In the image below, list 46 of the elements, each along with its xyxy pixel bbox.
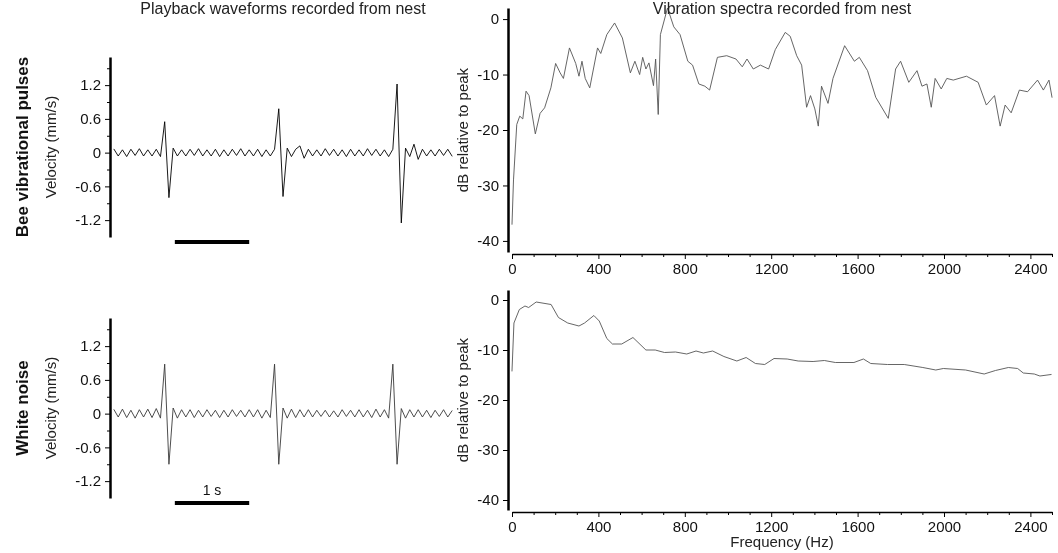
x-tick-label: 2400 bbox=[1014, 259, 1048, 277]
y-tick-label: -10 bbox=[477, 341, 499, 359]
y-tick-label: -40 bbox=[477, 491, 499, 509]
y-tick-label: -0.6 bbox=[75, 177, 101, 195]
y-tick-label: -30 bbox=[477, 441, 499, 459]
text: White noise bbox=[13, 360, 32, 456]
line-series bbox=[113, 363, 453, 465]
y-tick-label: -1.2 bbox=[75, 472, 101, 490]
x-tick-label: 1200 bbox=[755, 259, 789, 277]
y-tick-label: -20 bbox=[477, 121, 499, 139]
y-tick-label: 1.2 bbox=[80, 76, 101, 94]
y-tick-label: 0 bbox=[92, 143, 101, 161]
y-axis-title: Velocity (mm/s) bbox=[42, 356, 59, 460]
y-tick-label: 0 bbox=[490, 291, 499, 309]
chart-title: Playback waveforms recorded from nest bbox=[140, 0, 427, 17]
text: Bee vibrational pulses bbox=[13, 56, 32, 238]
x-tick-label: 2000 bbox=[927, 517, 962, 535]
x-tick-label: 1600 bbox=[841, 259, 875, 277]
y-tick-label: 0 bbox=[490, 10, 499, 28]
x-tick-label: 2400 bbox=[1014, 517, 1048, 535]
y-tick-label: -30 bbox=[477, 176, 499, 194]
y-tick-label: 1.2 bbox=[80, 337, 101, 355]
y-tick-label: -0.6 bbox=[75, 438, 101, 456]
x-tick-label: 2000 bbox=[927, 259, 962, 277]
chart-title: Vibration spectra recorded from nest bbox=[652, 0, 912, 17]
x-tick-label: 0 bbox=[508, 517, 517, 535]
y-tick-label: -1.2 bbox=[75, 211, 101, 229]
x-tick-label: 1600 bbox=[841, 517, 875, 535]
line-series bbox=[511, 301, 1052, 377]
x-tick-label: 400 bbox=[586, 259, 612, 277]
y-tick-label: -20 bbox=[477, 391, 499, 409]
y-tick-label: 0.6 bbox=[80, 371, 101, 389]
y-tick-label: 0.6 bbox=[80, 110, 101, 128]
x-tick-label: 400 bbox=[586, 517, 612, 535]
y-tick-label: -10 bbox=[477, 65, 499, 83]
y-tick-label: -40 bbox=[477, 232, 499, 250]
x-tick-label: 800 bbox=[672, 517, 698, 535]
x-tick-label: 1200 bbox=[755, 517, 789, 535]
y-axis-title: dB relative to peak bbox=[454, 337, 471, 463]
y-axis-title: Velocity (mm/s) bbox=[42, 95, 59, 199]
y-tick-label: 0 bbox=[92, 404, 101, 422]
annotation: 1 s bbox=[202, 482, 222, 498]
y-axis-title: dB relative to peak bbox=[454, 67, 471, 193]
x-tick-label: 0 bbox=[508, 259, 517, 277]
x-axis-title: Frequency (Hz) bbox=[730, 533, 834, 550]
x-tick-label: 800 bbox=[672, 259, 698, 277]
